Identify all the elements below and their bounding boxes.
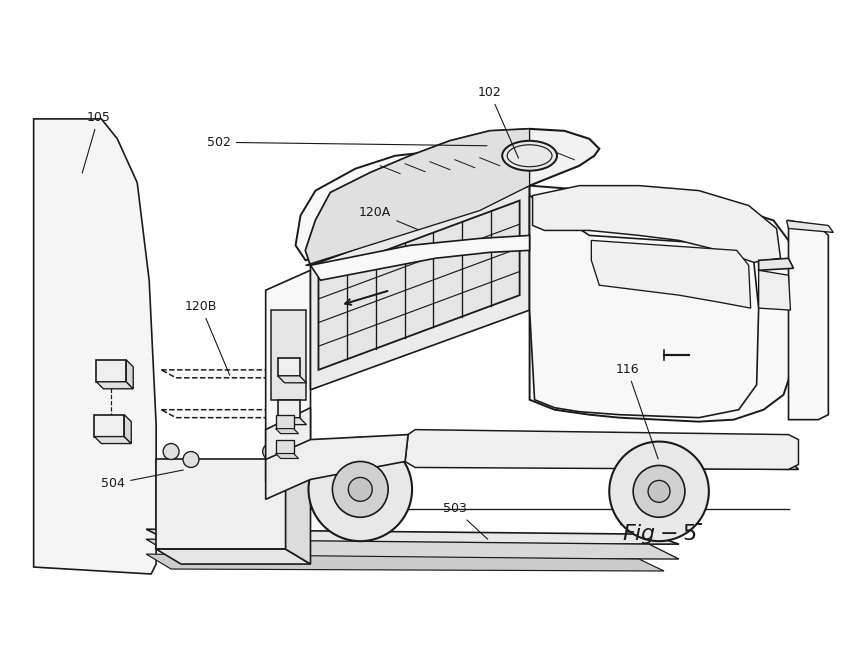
Circle shape	[308, 437, 412, 541]
Polygon shape	[127, 360, 133, 389]
Circle shape	[163, 444, 179, 460]
Polygon shape	[319, 200, 520, 370]
Bar	[276, 415, 294, 429]
Circle shape	[349, 477, 372, 501]
Polygon shape	[276, 429, 299, 433]
Polygon shape	[266, 270, 311, 460]
Polygon shape	[277, 376, 307, 383]
Polygon shape	[124, 415, 131, 444]
Polygon shape	[311, 235, 530, 280]
Polygon shape	[530, 196, 759, 418]
Polygon shape	[286, 460, 311, 564]
Polygon shape	[266, 408, 311, 481]
FancyBboxPatch shape	[95, 415, 124, 437]
Circle shape	[263, 444, 279, 460]
Polygon shape	[156, 549, 311, 564]
Text: $\mathit{Fig-5}$: $\mathit{Fig-5}$	[622, 522, 697, 546]
Text: 502: 502	[207, 136, 487, 149]
Text: 102: 102	[478, 86, 518, 158]
FancyBboxPatch shape	[96, 360, 127, 382]
Polygon shape	[306, 129, 599, 265]
Polygon shape	[759, 258, 794, 270]
Polygon shape	[786, 220, 833, 233]
Polygon shape	[276, 454, 299, 458]
Polygon shape	[146, 539, 679, 559]
Polygon shape	[34, 119, 156, 574]
Circle shape	[183, 452, 199, 468]
Polygon shape	[146, 554, 664, 571]
Polygon shape	[161, 370, 306, 378]
Bar	[277, 358, 300, 376]
Text: 120A: 120A	[359, 206, 418, 229]
Text: 116: 116	[616, 363, 658, 459]
Circle shape	[648, 480, 670, 502]
Text: 504: 504	[102, 470, 183, 491]
Polygon shape	[406, 429, 798, 470]
Polygon shape	[592, 241, 751, 308]
Text: 503: 503	[443, 502, 487, 539]
Circle shape	[332, 462, 388, 517]
Circle shape	[610, 442, 709, 541]
Polygon shape	[306, 129, 530, 265]
Text: 105: 105	[82, 111, 110, 173]
Polygon shape	[146, 529, 679, 544]
Polygon shape	[535, 460, 798, 470]
Polygon shape	[530, 185, 794, 421]
Polygon shape	[759, 270, 790, 310]
Polygon shape	[533, 185, 781, 262]
Bar	[276, 439, 294, 454]
Bar	[277, 400, 300, 418]
Polygon shape	[95, 437, 131, 444]
Polygon shape	[789, 220, 828, 419]
Ellipse shape	[502, 141, 557, 171]
Polygon shape	[266, 435, 408, 499]
Bar	[270, 310, 306, 400]
Polygon shape	[295, 151, 510, 260]
Polygon shape	[161, 410, 306, 418]
Text: 120B: 120B	[185, 300, 230, 375]
Polygon shape	[96, 382, 133, 389]
Circle shape	[633, 466, 685, 517]
Polygon shape	[277, 418, 307, 425]
Polygon shape	[311, 185, 530, 390]
Bar	[156, 460, 286, 549]
Circle shape	[286, 452, 301, 468]
